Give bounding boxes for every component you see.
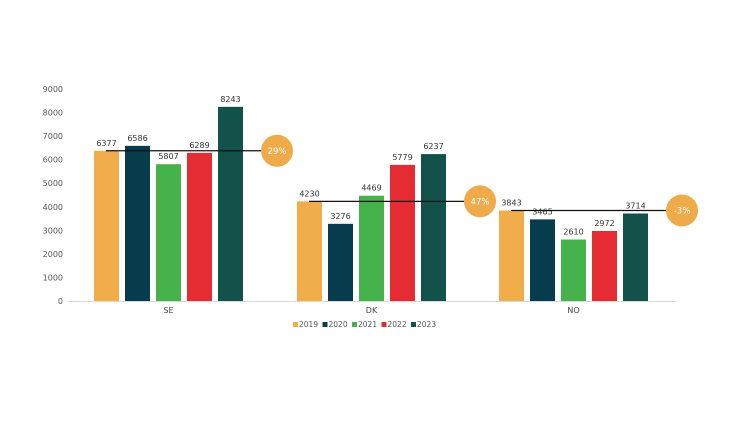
bar — [623, 213, 648, 301]
bar — [297, 201, 322, 301]
legend-swatch — [381, 322, 387, 327]
bar — [561, 239, 586, 301]
y-tick-label: 4000 — [43, 203, 63, 212]
bars-layer — [94, 106, 648, 301]
legend-label: 2023 — [417, 320, 436, 329]
bar — [359, 195, 384, 301]
y-tick-label: 3000 — [43, 226, 63, 235]
legend-label: 2020 — [329, 320, 348, 329]
data-label: 3465 — [532, 207, 552, 216]
y-tick-label: 0 — [58, 297, 63, 306]
bar — [187, 152, 212, 301]
data-label: 2610 — [563, 228, 583, 237]
bar — [499, 210, 524, 301]
data-label: 3843 — [501, 198, 521, 207]
change-badge-label: 47% — [471, 197, 490, 207]
x-tick-label: DK — [366, 306, 378, 315]
legend-label: 2019 — [299, 320, 318, 329]
legend: 2019 2020 2021 2022 2023 — [293, 320, 436, 329]
y-tick-label: 9000 — [43, 85, 63, 94]
annotation-layer: 29% 47% -3% — [106, 134, 698, 227]
legend-swatch — [411, 322, 416, 327]
y-tick-label: 6000 — [43, 156, 63, 165]
bar — [390, 164, 415, 301]
bar — [156, 164, 181, 301]
x-tick-label: NO — [567, 306, 579, 315]
data-label: 6289 — [189, 141, 209, 150]
legend-swatch — [293, 322, 298, 327]
data-label: 5807 — [158, 152, 178, 161]
legend-swatch — [322, 322, 328, 327]
change-badge — [464, 185, 496, 218]
data-label: 4469 — [361, 184, 381, 193]
y-tick-label: 8000 — [43, 109, 63, 118]
y-tick-label: 1000 — [43, 273, 63, 282]
bar — [218, 106, 243, 301]
legend-label: 2022 — [388, 320, 407, 329]
bar — [592, 230, 617, 301]
data-label: 2972 — [594, 219, 614, 228]
change-badge — [666, 194, 698, 227]
change-badge-label: 29% — [268, 147, 287, 157]
data-label: 5779 — [392, 153, 412, 162]
y-tick-label: 5000 — [43, 179, 63, 188]
x-tick-label: SE — [163, 306, 173, 315]
bar — [421, 154, 446, 301]
data-label: 3276 — [330, 212, 350, 221]
change-badge-label: -3% — [674, 206, 691, 216]
data-label: 8243 — [220, 95, 240, 104]
data-label: 4230 — [299, 189, 319, 198]
data-label: 3714 — [625, 202, 645, 211]
data-label: 6237 — [423, 142, 443, 151]
data-label: 6377 — [96, 139, 116, 148]
change-badge — [261, 134, 293, 167]
y-tick-label: 2000 — [43, 250, 63, 259]
legend-label: 2021 — [358, 320, 377, 329]
data-label: 6586 — [127, 134, 147, 143]
bar — [94, 150, 119, 301]
data-labels-layer: 6377 6586 5807 6289 8243 4230 3276 4469 5779 6237… — [96, 95, 645, 237]
legend-swatch — [352, 322, 357, 327]
axis-layer: 0 1000 2000 3000 4000 5000 6000 7000 8000 9000 SE D… — [43, 85, 676, 315]
y-tick-label: 7000 — [43, 132, 63, 141]
bar — [328, 223, 353, 301]
bar — [125, 145, 150, 301]
bar — [530, 219, 555, 301]
